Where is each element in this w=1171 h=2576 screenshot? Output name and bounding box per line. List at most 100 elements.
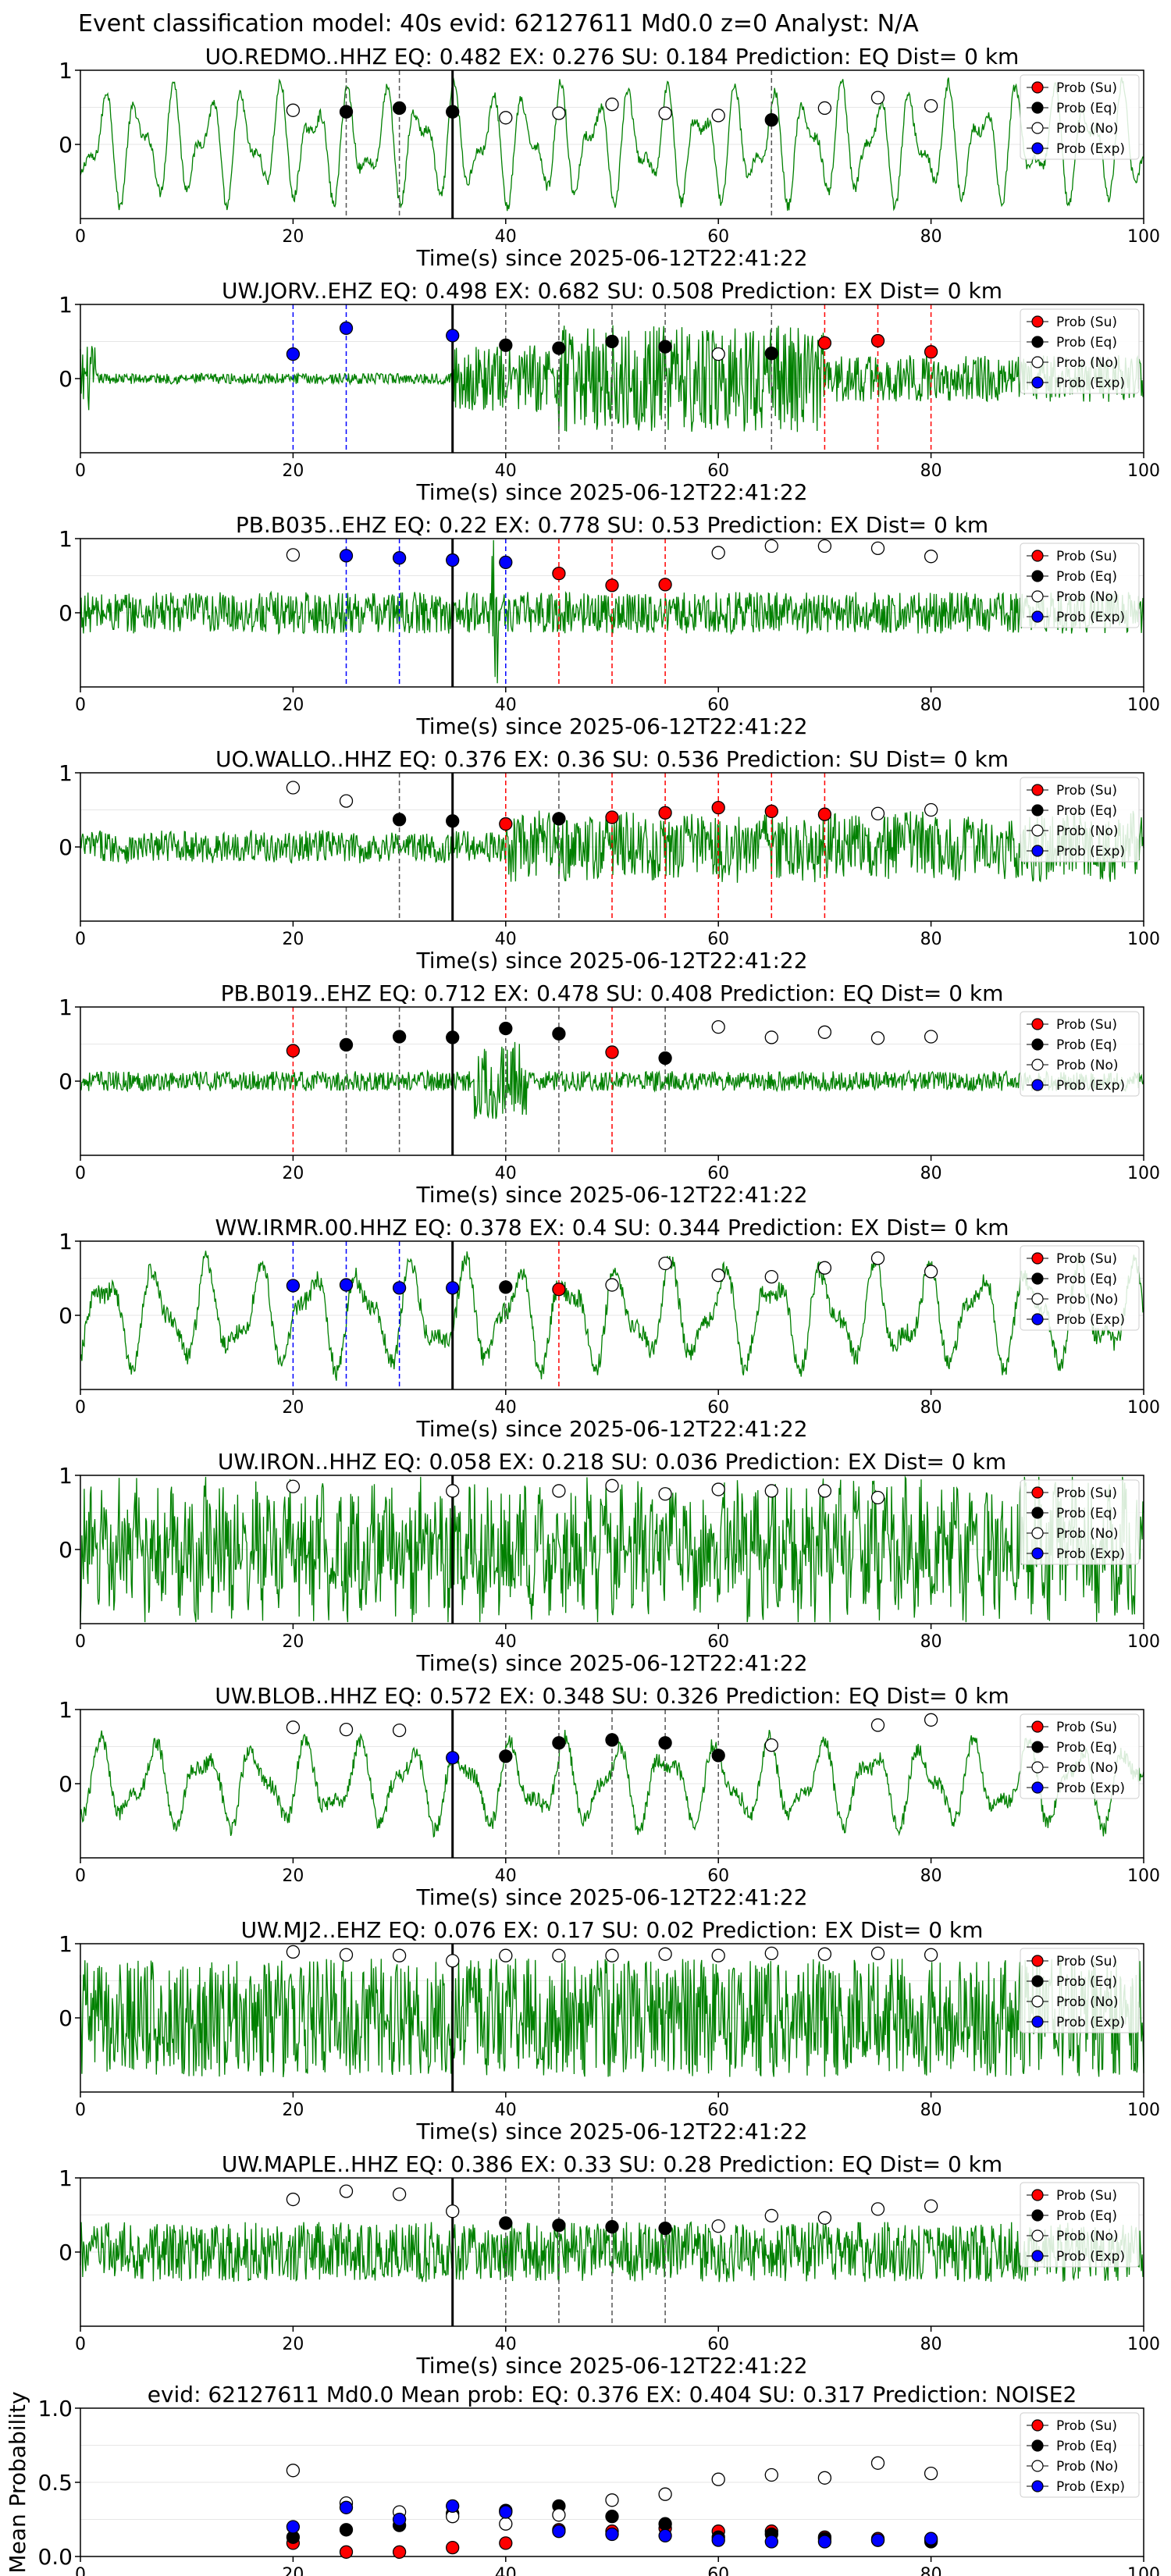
prob-su-marker	[764, 804, 778, 819]
prob-no-marker	[764, 2467, 778, 2482]
y-tick-label: 1.0	[37, 2396, 73, 2421]
prob-eq-marker	[605, 2510, 619, 2524]
legend-marker-no	[1031, 356, 1044, 368]
legend-box	[1020, 1948, 1140, 2033]
x-tick-label: 40	[495, 696, 517, 715]
y-tick-label: 1	[59, 1931, 73, 1957]
prob-no-marker	[924, 2466, 938, 2481]
panel-title: UW.BLOB..HHZ EQ: 0.572 EX: 0.348 SU: 0.3…	[215, 1683, 1009, 1709]
x-tick-label: 80	[920, 2335, 942, 2354]
x-tick-label: 100	[1127, 461, 1160, 481]
x-tick-label: 100	[1127, 1398, 1160, 1418]
legend-label-su: Prob (Su)	[1056, 2418, 1117, 2434]
x-tick-label: 60	[707, 930, 729, 949]
prob-exp-marker	[339, 321, 354, 336]
prob-no-marker	[711, 1268, 725, 1283]
prob-exp-marker	[605, 2527, 619, 2542]
panel-6: WW.IRMR.00.HHZ EQ: 0.378 EX: 0.4 SU: 0.3…	[59, 1215, 1160, 1442]
x-tick-label: 80	[920, 1632, 942, 1652]
x-tick-label: 100	[1127, 930, 1160, 949]
y-tick-label: 0	[59, 1303, 73, 1329]
legend-box	[1020, 777, 1140, 863]
prob-no-marker	[339, 794, 354, 808]
x-tick-label: 60	[707, 1866, 729, 1886]
prob-no-marker	[552, 1948, 566, 1962]
legend-marker-exp	[1031, 142, 1044, 155]
prob-no-marker	[817, 2211, 832, 2225]
prob-no-marker	[711, 2219, 725, 2233]
x-tick-label: 80	[920, 1164, 942, 1183]
x-axis-label: Time(s) since 2025-06-12T22:41:22	[415, 245, 807, 271]
y-tick-label: 1	[59, 2165, 73, 2191]
prob-exp-marker	[446, 1751, 460, 1765]
y-tick-label: 1	[59, 1229, 73, 1254]
x-tick-label: 0	[75, 1398, 86, 1418]
y-tick-label: 1	[59, 1463, 73, 1489]
y-tick-label: 0.5	[37, 2470, 73, 2496]
legend-marker-eq	[1031, 336, 1044, 348]
prob-eq-marker	[499, 2216, 513, 2230]
legend-label-exp: Prob (Exp)	[1056, 2015, 1125, 2030]
prob-eq-marker	[446, 814, 460, 828]
legend-marker-exp	[1031, 610, 1044, 623]
prob-eq-marker	[446, 1030, 460, 1044]
prob-no-marker	[339, 2184, 354, 2198]
legend-label-no: Prob (No)	[1056, 2459, 1119, 2475]
x-tick-label: 20	[282, 2101, 304, 2120]
legend-marker-no	[1031, 1761, 1044, 1774]
legend-marker-eq	[1031, 2439, 1044, 2452]
legend-label-eq: Prob (Eq)	[1056, 101, 1117, 116]
x-tick-label: 100	[1127, 1164, 1160, 1183]
prob-no-marker	[817, 101, 832, 116]
legend-marker-eq	[1031, 2209, 1044, 2222]
prob-su-marker	[286, 1044, 301, 1058]
x-tick-label: 40	[495, 2565, 517, 2576]
prob-no-marker	[392, 1723, 407, 1738]
legend-label-exp: Prob (Exp)	[1056, 2479, 1125, 2495]
legend-box	[1020, 1245, 1140, 1331]
prob-no-marker	[605, 1278, 619, 1292]
prob-exp-marker	[446, 553, 460, 568]
prob-su-marker	[446, 2540, 460, 2555]
legend-label-eq: Prob (Eq)	[1056, 1974, 1117, 1990]
prob-exp-marker	[711, 2533, 725, 2547]
prob-no-marker	[339, 1722, 354, 1737]
panel-title: evid: 62127611 Md0.0 Mean prob: EQ: 0.37…	[148, 2382, 1077, 2407]
legend-label-no: Prob (No)	[1056, 2229, 1119, 2244]
legend-label-eq: Prob (Eq)	[1056, 1506, 1117, 1521]
legend-label-no: Prob (No)	[1056, 1760, 1119, 1776]
x-tick-label: 80	[920, 930, 942, 949]
prob-no-marker	[286, 548, 301, 562]
x-tick-label: 20	[282, 696, 304, 715]
x-tick-label: 0	[75, 2335, 86, 2354]
panel-8: UW.BLOB..HHZ EQ: 0.572 EX: 0.348 SU: 0.3…	[59, 1683, 1160, 1910]
prob-no-marker	[446, 1484, 460, 1498]
y-axis-label: Mean Probability	[5, 2391, 30, 2573]
legend-marker-no	[1031, 1995, 1044, 2008]
prob-no-marker	[924, 802, 938, 817]
prob-eq-marker	[552, 1736, 566, 1750]
prob-no-marker	[870, 2456, 885, 2470]
prob-eq-marker	[658, 1051, 672, 1066]
prob-su-marker	[499, 2536, 513, 2550]
legend-marker-su	[1031, 1486, 1044, 1499]
legend-marker-su	[1031, 2189, 1044, 2201]
prob-exp-marker	[552, 2524, 566, 2539]
y-tick-label: 1	[59, 526, 73, 552]
panel-title: WW.IRMR.00.HHZ EQ: 0.378 EX: 0.4 SU: 0.3…	[215, 1215, 1009, 1240]
prob-no-marker	[658, 1487, 672, 1501]
prob-eq-marker	[446, 105, 460, 119]
waveform-trace	[80, 325, 1144, 432]
panel-2: UW.JORV..EHZ EQ: 0.498 EX: 0.682 SU: 0.5…	[59, 278, 1160, 505]
legend-marker-no	[1031, 2229, 1044, 2242]
legend-marker-eq	[1031, 1741, 1044, 1753]
x-tick-label: 0	[75, 1632, 86, 1652]
prob-eq-marker	[499, 1021, 513, 1036]
prob-eq-marker	[552, 2218, 566, 2233]
legend-label-no: Prob (No)	[1056, 355, 1119, 371]
prob-eq-marker	[339, 2523, 354, 2537]
x-tick-label: 0	[75, 696, 86, 715]
prob-eq-marker	[605, 2220, 619, 2234]
panel-1: UO.REDMO..HHZ EQ: 0.482 EX: 0.276 SU: 0.…	[59, 44, 1160, 271]
prob-eq-marker	[658, 2221, 672, 2236]
